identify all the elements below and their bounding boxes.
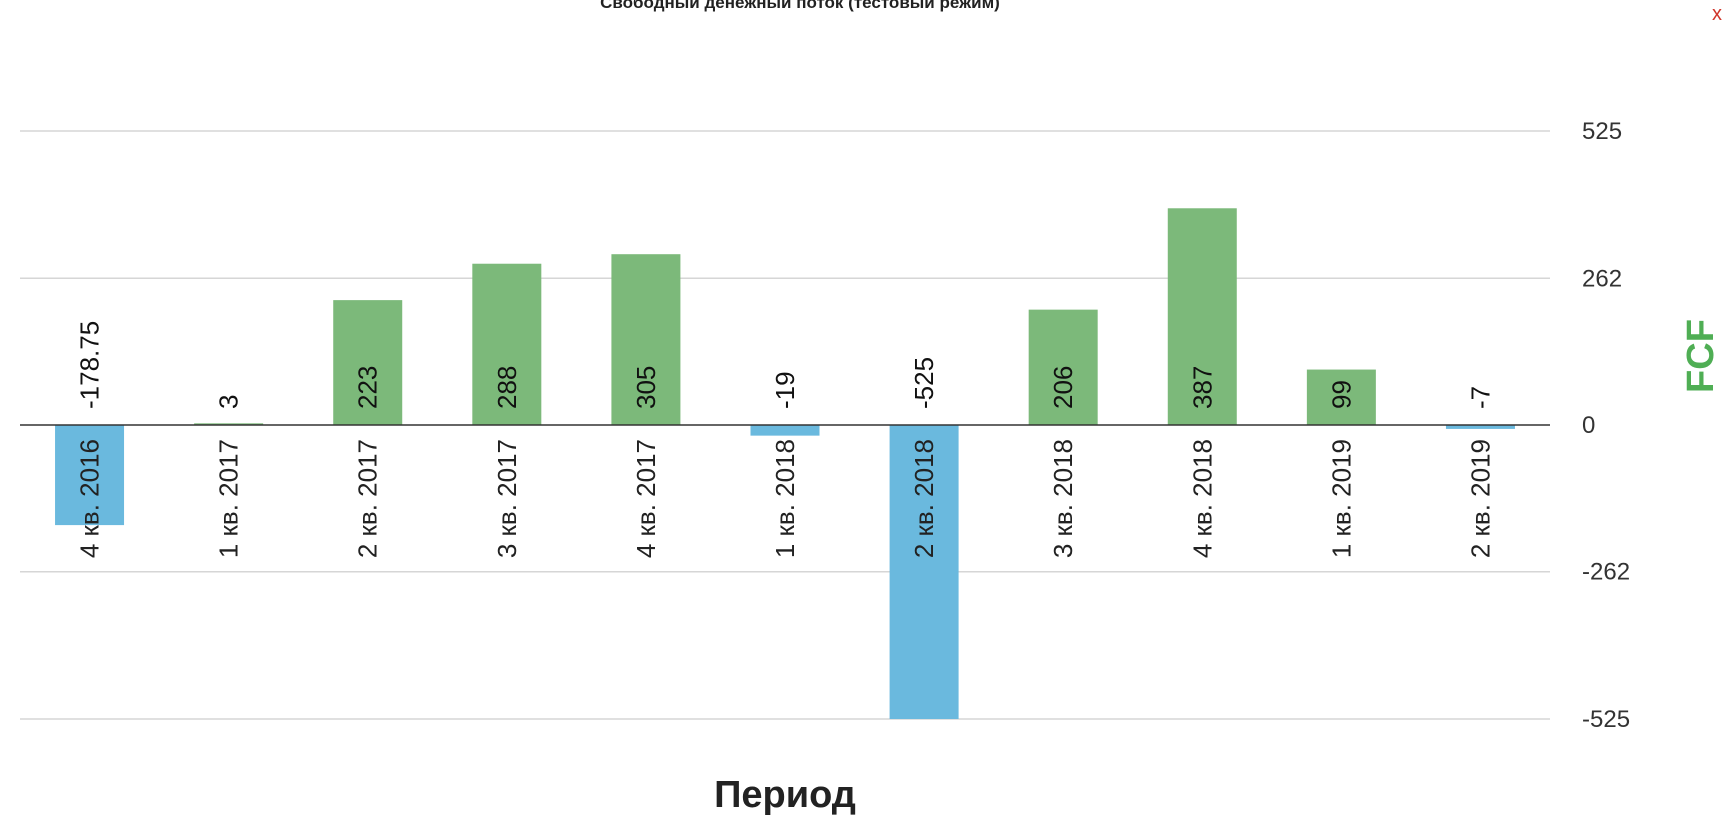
bar [1445,425,1515,429]
y-tick-label: -262 [1582,559,1630,586]
bar [889,425,959,719]
category-label: 3 кв. 2018 [1048,439,1078,558]
data-label: 305 [631,366,661,409]
y-tick-label: 525 [1582,118,1622,145]
grid-lines [20,130,1550,720]
y-tick-label: -525 [1582,706,1630,733]
category-label: 1 кв. 2017 [214,439,244,558]
category-label: 4 кв. 2017 [631,439,661,558]
labels: 525 262 0 -262 -525 4 кв. 2016 -178.75 1 кв. 20… [75,118,1631,733]
category-label: 3 кв. 2017 [492,439,522,558]
bar [750,425,820,436]
y-axis-title: FCF [1680,319,1722,393]
x-axis-title: Период [714,774,856,816]
bar [194,423,264,425]
chart-title: Свободный денежный поток (тестовый режим… [600,0,1000,12]
category-label: 1 кв. 2018 [770,439,800,558]
bar [1306,369,1376,425]
data-label: -525 [909,357,939,409]
category-label: 2 кв. 2018 [909,439,939,558]
category-label: 1 кв. 2019 [1326,439,1356,558]
data-label: 99 [1326,380,1356,409]
y-tick-label: 0 [1582,412,1595,439]
data-label: 387 [1187,366,1217,409]
category-label: 2 кв. 2019 [1465,439,1495,558]
bar [333,300,403,425]
data-label: -7 [1465,386,1495,409]
close-icon[interactable]: x [1712,3,1722,25]
data-label: -19 [770,371,800,409]
bar [472,263,542,425]
bar [55,425,125,526]
data-label: 288 [492,366,522,409]
data-label: 3 [214,395,244,409]
bar [1167,208,1237,425]
data-label: 206 [1048,366,1078,409]
category-label: 4 кв. 2018 [1187,439,1217,558]
bars [55,208,1515,719]
bar [1028,309,1098,425]
data-label: -178.75 [75,321,105,409]
bar [611,254,681,425]
data-label: 223 [353,366,383,409]
category-label: 4 кв. 2016 [75,439,105,558]
y-tick-label: 262 [1582,265,1622,292]
category-label: 2 кв. 2017 [353,439,383,558]
